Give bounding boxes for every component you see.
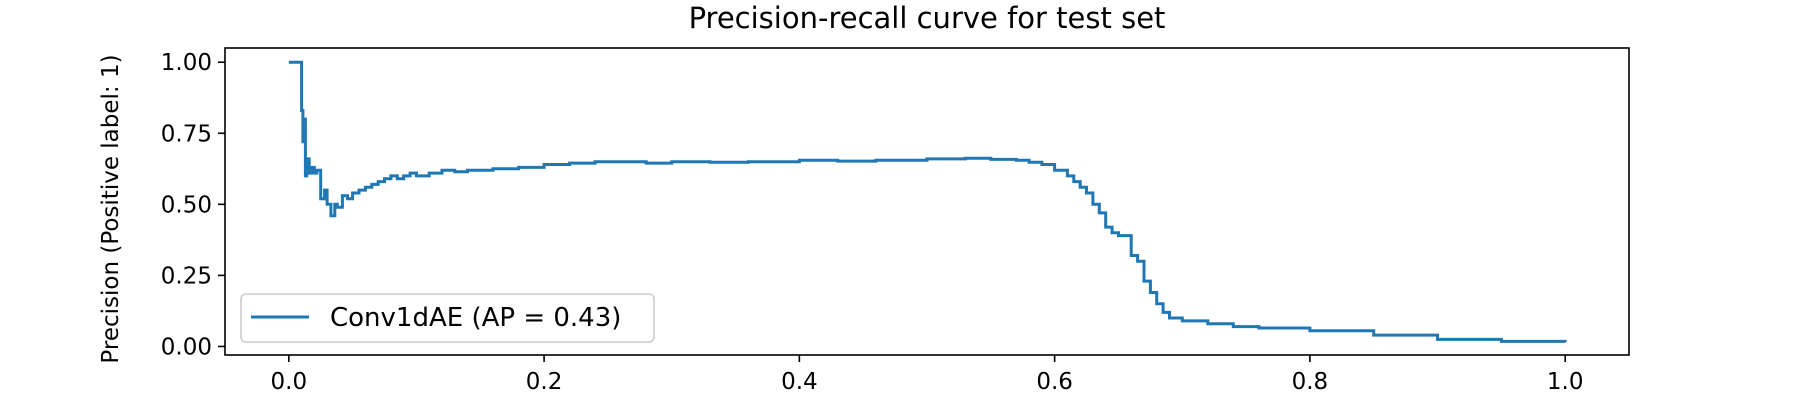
- legend-box: [240, 293, 655, 343]
- axes-frame: [224, 47, 1630, 356]
- x-tick-label: 0.0: [271, 369, 308, 395]
- axis-ticks: 0.0 0.2 0.4 0.6 0.8 1.0 0.00 0.25 0.50 0.75 1.00: [161, 50, 1584, 395]
- legend-label: Conv1dAE (AP = 0.43): [330, 303, 621, 333]
- y-tick-label: 0.25: [161, 263, 212, 289]
- x-tick-label: 0.4: [781, 369, 818, 395]
- x-tick-label: 0.6: [1036, 369, 1073, 395]
- y-tick-label: 0.75: [161, 121, 212, 147]
- x-tick-label: 1.0: [1547, 369, 1584, 395]
- y-tick-label: 0.50: [161, 192, 212, 218]
- legend: Conv1dAE (AP = 0.43): [240, 293, 655, 343]
- chart-title: Precision-recall curve for test set: [689, 1, 1166, 35]
- y-tick-label: 1.00: [161, 50, 212, 76]
- x-tick-label: 0.2: [526, 369, 563, 395]
- y-axis-label: Precision (Positive label: 1): [98, 54, 124, 363]
- plot-area: [288, 60, 1567, 343]
- x-tick-label: 0.8: [1292, 369, 1329, 395]
- series-line: [288, 60, 1567, 343]
- y-tick-label: 0.00: [161, 334, 212, 360]
